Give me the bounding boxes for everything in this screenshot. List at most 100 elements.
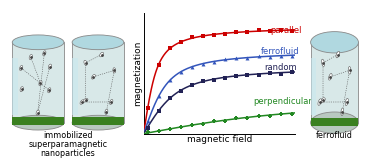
Ellipse shape [43,51,46,56]
Point [145,126,151,129]
Point [211,78,217,81]
Text: superparamagnetic: superparamagnetic [28,140,108,149]
Text: immobilized: immobilized [43,131,93,140]
Text: ferrofluid: ferrofluid [260,47,299,56]
FancyBboxPatch shape [72,117,124,125]
Ellipse shape [80,100,84,104]
Point [200,123,206,125]
Point [200,63,206,66]
Point [256,29,262,31]
Ellipse shape [48,64,51,69]
Point [189,83,195,86]
Point [178,90,184,92]
Ellipse shape [100,52,104,57]
X-axis label: magnetic field: magnetic field [187,135,252,144]
Point [145,120,151,123]
Point [222,77,228,79]
Ellipse shape [72,35,124,50]
Point [156,109,162,112]
Point [167,128,173,131]
Ellipse shape [336,51,339,58]
FancyBboxPatch shape [12,58,19,115]
FancyBboxPatch shape [311,118,358,126]
Point [266,115,273,117]
Ellipse shape [345,98,349,106]
Ellipse shape [105,109,108,114]
Point [278,113,284,116]
Point [233,75,239,77]
Ellipse shape [311,32,358,53]
Ellipse shape [36,110,39,115]
Point [200,34,206,37]
Point [189,124,195,126]
FancyBboxPatch shape [72,58,78,115]
Point [156,95,162,98]
Point [189,66,195,69]
Point [211,34,217,37]
Ellipse shape [110,99,113,104]
Ellipse shape [328,74,332,80]
Point [233,31,239,33]
Point [178,41,184,44]
FancyBboxPatch shape [12,42,64,123]
Ellipse shape [72,115,124,130]
Point [167,47,173,50]
Point [145,131,151,134]
Text: nanoparticles: nanoparticles [41,149,95,158]
Point [222,58,228,61]
Point [256,115,262,118]
Point [211,60,217,63]
Ellipse shape [39,81,42,86]
Point [289,71,295,74]
Point [245,116,251,119]
Point [211,120,217,123]
Text: parallel: parallel [270,26,302,35]
Y-axis label: magnetization: magnetization [133,41,142,106]
Ellipse shape [48,88,51,93]
FancyBboxPatch shape [12,117,64,125]
Ellipse shape [318,99,322,105]
Point [245,30,251,33]
Ellipse shape [12,115,64,130]
Point [178,126,184,128]
Point [289,30,295,32]
Point [245,74,251,77]
Ellipse shape [322,59,324,67]
Text: random: random [265,63,297,73]
Text: perpendicular: perpendicular [254,97,313,106]
Point [256,55,262,57]
Point [189,36,195,39]
Point [278,55,284,57]
Point [200,80,206,82]
Ellipse shape [341,108,344,116]
FancyBboxPatch shape [311,42,358,123]
Ellipse shape [12,35,64,50]
Point [156,63,162,66]
Point [178,71,184,74]
Point [222,119,228,122]
Ellipse shape [113,68,116,73]
Point [256,73,262,76]
Ellipse shape [29,54,33,59]
Point [266,55,273,58]
Point [233,57,239,59]
Ellipse shape [321,98,325,103]
Ellipse shape [84,60,87,65]
Point [145,107,151,110]
Point [167,97,173,99]
Point [233,117,239,119]
Point [167,79,173,81]
Point [289,112,295,115]
FancyBboxPatch shape [311,58,316,115]
Ellipse shape [311,112,358,133]
Text: ferrofluid: ferrofluid [316,131,353,140]
Point [245,57,251,59]
Point [278,72,284,75]
Point [289,55,295,58]
Point [222,32,228,35]
Point [266,71,273,74]
Ellipse shape [91,74,95,79]
Point [156,129,162,132]
Point [266,30,273,32]
Ellipse shape [348,67,351,74]
